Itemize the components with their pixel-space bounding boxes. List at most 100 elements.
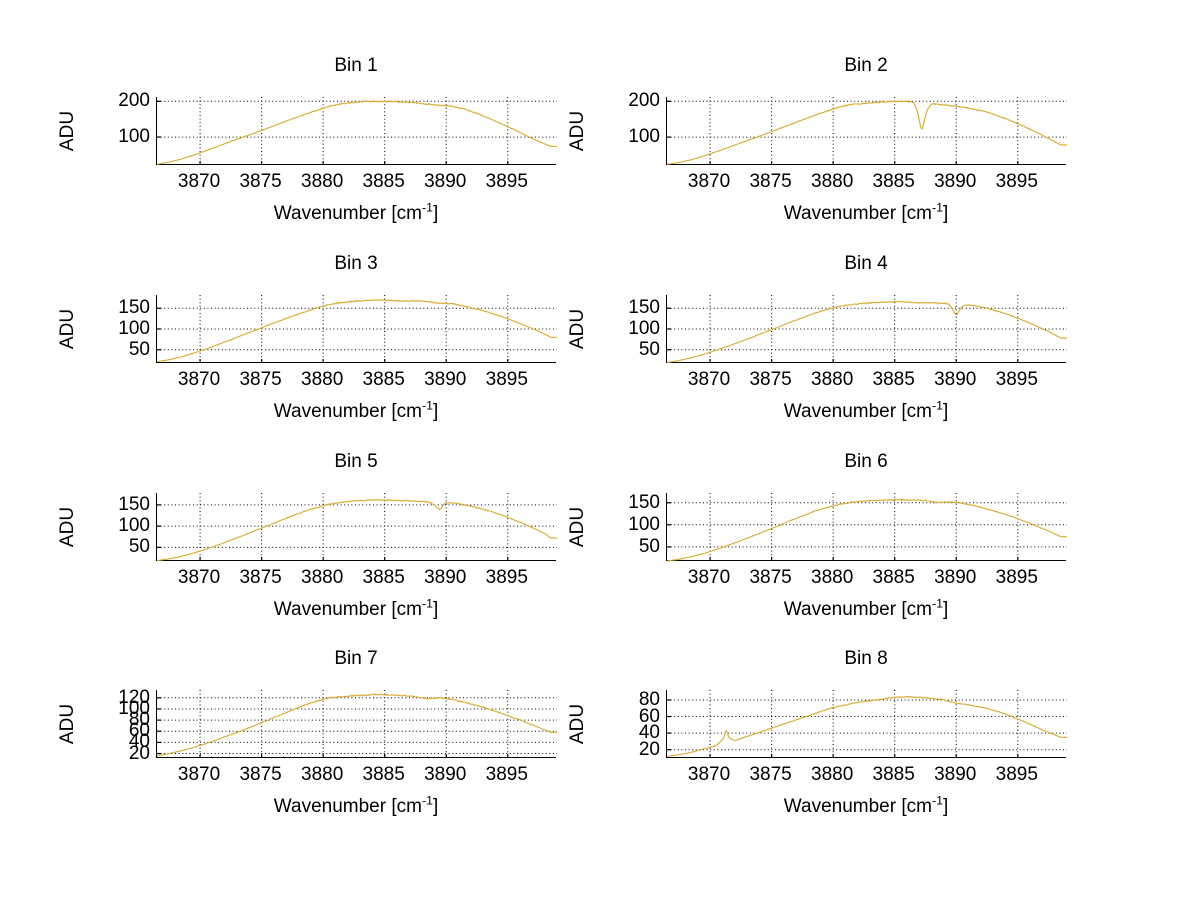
y-axis-label: ADU	[567, 110, 588, 152]
x-tick-label: 3890	[424, 171, 467, 192]
subplot-title: Bin 3	[334, 253, 378, 274]
x-axis-label-text: Wavenumber [cm	[273, 203, 422, 224]
subplot-bin-6: Bin 6 50 100 150 3870 3875 3880 3885 3890 3895 ADU…	[546, 451, 1096, 639]
subplot-bin-2: Bin 2 100 200 3870 3875 3880 3885 3890 3895 ADU Wa…	[546, 55, 1096, 243]
y-tick-label: 100	[118, 126, 150, 148]
y-tick-label: 80	[128, 709, 150, 731]
y-tick-label: 50	[128, 536, 150, 558]
spectrum-line	[156, 298, 558, 363]
x-axis-label: Wavenumber [cm-1]	[666, 398, 1066, 423]
x-tick-label: 3895	[485, 171, 528, 192]
subplot-bin-4: Bin 4 50 100 150 3870 3875 3880 3885 3890 3895 ADU…	[546, 253, 1096, 441]
subplot-title: Bin 2	[844, 55, 888, 76]
y-axis-label: ADU	[57, 703, 78, 745]
x-axis-label-text: Wavenumber [cm	[783, 203, 932, 224]
subplot-title: Bin 7	[334, 648, 378, 669]
x-axis-label-exponent: -1	[421, 793, 433, 808]
x-tick-label: 3875	[749, 171, 792, 192]
x-axis-label-bracket: ]	[432, 401, 439, 422]
x-tick-label: 3875	[239, 171, 282, 192]
subplot-title: Bin 5	[334, 451, 378, 472]
x-axis-label: Wavenumber [cm-1]	[666, 200, 1066, 225]
x-axis-label-exponent: -1	[421, 200, 433, 215]
spectrum-line	[156, 100, 558, 165]
x-tick-label: 3875	[239, 567, 282, 588]
x-axis-label-text: Wavenumber [cm	[783, 599, 932, 620]
x-tick-label: 3890	[424, 764, 467, 785]
x-tick-label: 3885	[362, 567, 405, 588]
plot-axes	[156, 493, 558, 562]
x-tick-label: 3885	[872, 764, 915, 785]
y-axis-label: ADU	[57, 506, 78, 548]
plot-axes	[156, 690, 558, 758]
y-tick-label: 200	[628, 90, 660, 112]
plot-axes	[666, 493, 1068, 562]
x-tick-label: 3890	[424, 369, 467, 390]
x-axis-label-bracket: ]	[942, 796, 949, 817]
y-axis-label: ADU	[567, 703, 588, 745]
y-tick-label: 100	[628, 513, 660, 535]
subplot-bin-5: Bin 5 50 100 150 3870 3875 3880 3885 3890 3895 ADU…	[36, 451, 586, 639]
subplot-bin-7: Bin 7 20 40 60 80 100 120 3870 3875 3880 3885 3890 3…	[36, 648, 586, 836]
x-axis-label: Wavenumber [cm-1]	[666, 597, 1066, 621]
x-axis-label: Wavenumber [cm-1]	[156, 597, 556, 621]
y-tick-label: 100	[628, 126, 660, 148]
y-tick-label: 60	[638, 705, 660, 727]
x-tick-label: 3885	[362, 171, 405, 192]
y-tick-label: 200	[118, 90, 150, 112]
subplot-bin-1: Bin 1 100 200 3870 3875 3880 3885 3890 3895 ADU Wa…	[36, 55, 586, 243]
x-tick-label: 3880	[811, 764, 854, 785]
x-axis-label-bracket: ]	[432, 203, 439, 224]
x-tick-label: 3890	[934, 369, 977, 390]
x-axis-label: Wavenumber [cm-1]	[156, 200, 556, 225]
x-tick-label: 3870	[177, 369, 221, 390]
subplot-title: Bin 4	[844, 253, 888, 274]
x-tick-label: 3870	[687, 567, 731, 588]
y-axis-label: ADU	[57, 308, 78, 350]
y-tick-label: 60	[128, 720, 150, 742]
x-tick-label: 3895	[485, 369, 528, 390]
x-axis-label: Wavenumber [cm-1]	[156, 399, 556, 423]
plot-axes	[666, 295, 1068, 364]
x-tick-label: 3875	[749, 764, 792, 785]
x-axis-label-text: Wavenumber [cm	[273, 401, 422, 422]
x-axis-label-exponent: -1	[931, 200, 943, 215]
spectrum-line	[666, 100, 1068, 165]
x-axis-label-text: Wavenumber [cm	[783, 401, 932, 422]
x-tick-label: 3885	[872, 171, 915, 192]
y-tick-label: 150	[118, 493, 150, 515]
x-axis-label: Wavenumber [cm-1]	[156, 793, 556, 818]
subplot-title: Bin 6	[844, 451, 888, 472]
x-axis-label-text: Wavenumber [cm	[273, 599, 422, 620]
x-tick-label: 3880	[301, 764, 344, 785]
y-axis-label: ADU	[567, 506, 588, 548]
y-tick-label: 150	[118, 297, 150, 319]
subplot-title: Bin 1	[334, 55, 378, 76]
y-tick-label: 20	[128, 742, 150, 764]
x-tick-label: 3895	[995, 567, 1038, 588]
spectrum-line	[156, 693, 558, 757]
x-tick-label: 3870	[177, 764, 221, 785]
x-tick-label: 3890	[424, 567, 467, 588]
x-tick-label: 3895	[995, 171, 1038, 192]
y-tick-label: 40	[638, 722, 660, 744]
y-tick-label: 120	[118, 686, 150, 708]
x-axis-label-bracket: ]	[432, 796, 439, 817]
x-tick-label: 3890	[934, 171, 977, 192]
x-axis-label-bracket: ]	[432, 599, 439, 620]
plot-axes	[666, 97, 1068, 165]
spectrum-line	[666, 498, 1068, 562]
x-tick-label: 3890	[934, 567, 977, 588]
x-tick-label: 3870	[687, 369, 731, 390]
spectrum-line	[666, 695, 1068, 757]
x-axis-label-exponent: -1	[931, 398, 943, 413]
x-tick-label: 3895	[485, 764, 528, 785]
x-tick-label: 3875	[239, 764, 282, 785]
x-axis-label-text: Wavenumber [cm	[783, 796, 932, 817]
x-tick-label: 3880	[811, 369, 854, 390]
y-tick-label: 50	[128, 338, 150, 360]
y-tick-label: 100	[628, 318, 660, 339]
x-axis-label-exponent: -1	[931, 793, 943, 808]
x-tick-label: 3885	[362, 764, 405, 785]
